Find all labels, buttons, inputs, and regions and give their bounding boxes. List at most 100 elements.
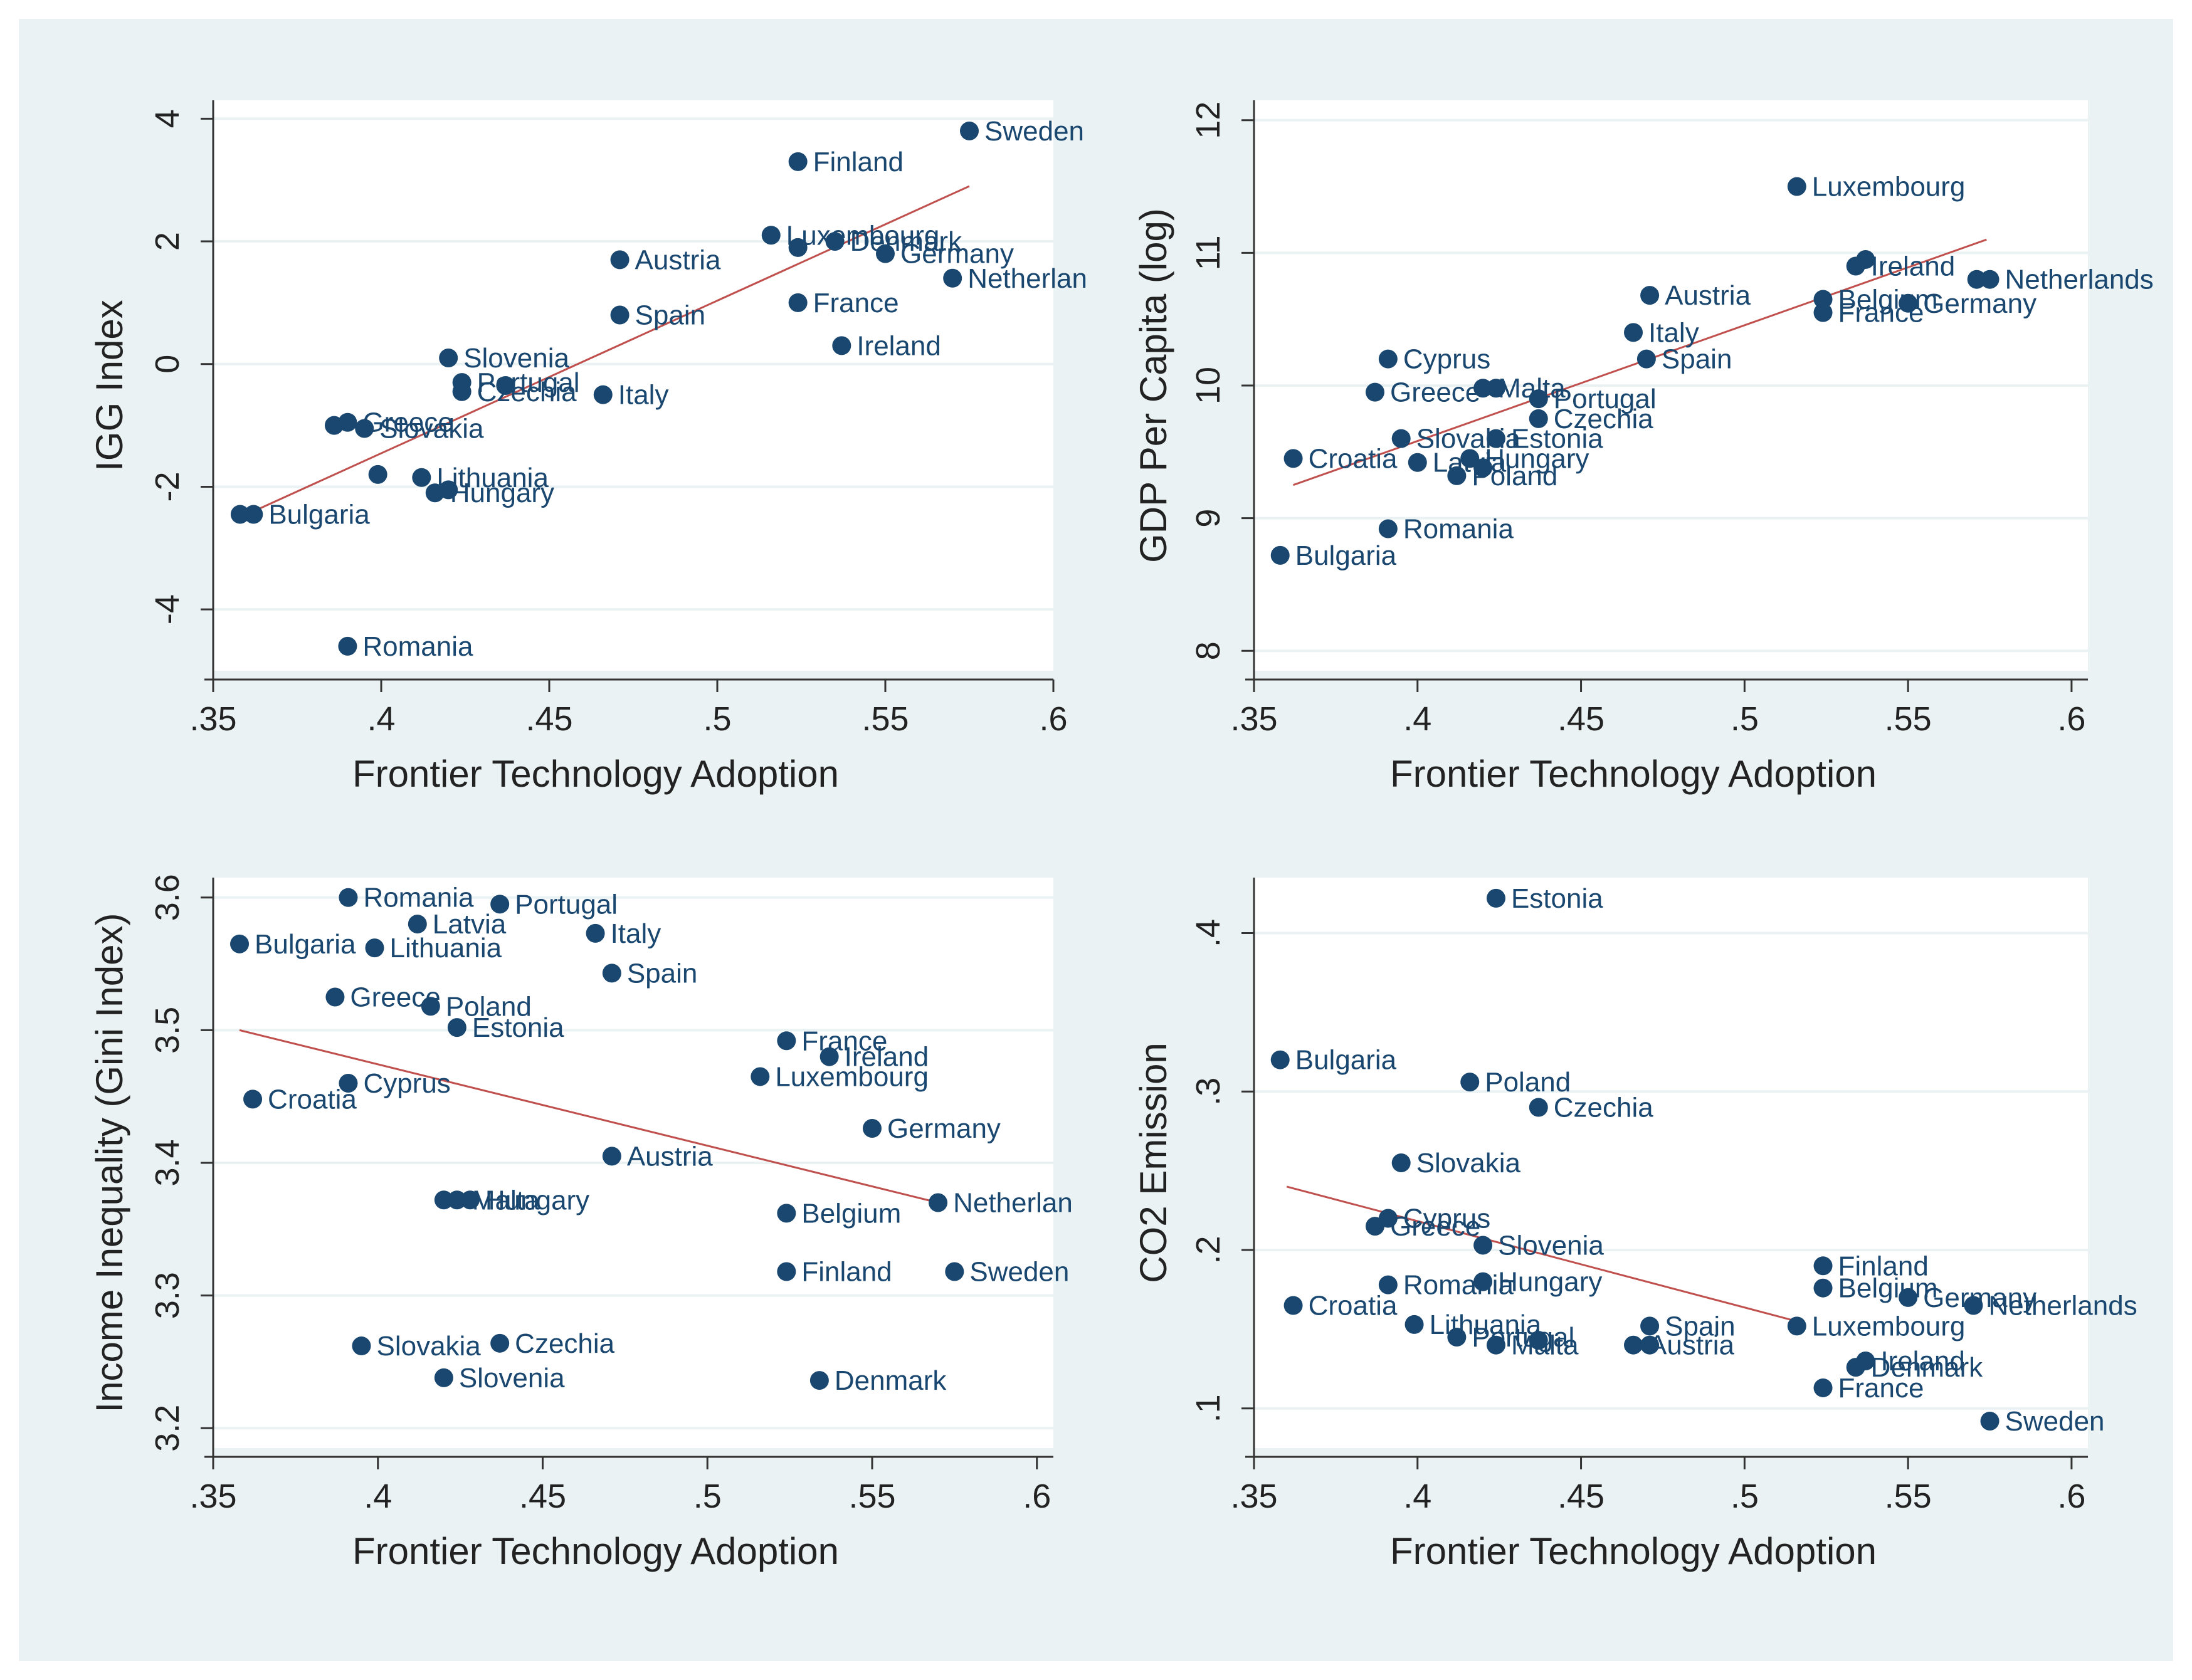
point-label: Croatia — [1309, 1291, 1398, 1321]
point-label: Greece — [1390, 1211, 1480, 1242]
point-label: Denmark — [850, 226, 962, 257]
point-label: Belgium — [1838, 1273, 1938, 1304]
point-label: Czechia — [515, 1328, 614, 1359]
point-label: Cyprus — [1403, 344, 1490, 375]
x-tick-label: .6 — [1023, 1478, 1051, 1515]
data-point — [460, 1190, 480, 1210]
point-label: Austria — [627, 1141, 713, 1172]
data-point — [244, 505, 263, 524]
data-point — [777, 1262, 796, 1281]
data-point — [1447, 466, 1467, 485]
point-label: Netherlands — [2005, 265, 2154, 295]
fit-line — [240, 185, 970, 518]
point-label: Sweden — [2005, 1406, 2105, 1437]
scatter-grid-figure: .35 .4 .45 .5 .55 .6 -4 -2 0 2 4 Frontier Technolog… — [88, 100, 2154, 1572]
y-axis-title: GDP Per Capita (log) — [1132, 208, 1174, 563]
x-tick-label: .5 — [693, 1478, 722, 1515]
point-label: Croatia — [268, 1084, 357, 1115]
x-tick-label: .55 — [1885, 700, 1932, 738]
x-tick-label: .5 — [1731, 1478, 1759, 1515]
data-point — [788, 152, 808, 171]
data-point — [338, 636, 357, 656]
data-point — [1980, 270, 2000, 289]
data-point — [421, 997, 440, 1016]
data-point — [1899, 1288, 1918, 1307]
point-label: Finland — [813, 147, 904, 177]
data-point — [1529, 409, 1548, 428]
data-point — [434, 1190, 453, 1210]
data-point — [339, 1074, 358, 1093]
data-point — [1640, 286, 1660, 305]
point-label: Spain — [1662, 344, 1732, 375]
point-label: Bulgaria — [1295, 1045, 1397, 1076]
point-label: Hungary — [1498, 1267, 1602, 1298]
point-label: Lithuania — [389, 933, 502, 963]
data-point — [1813, 1278, 1833, 1298]
point-label: Ireland — [1871, 251, 1956, 282]
y-axis-title: Income Inequality (Gini Index) — [88, 913, 130, 1412]
point-label: Cyprus — [1403, 1203, 1490, 1234]
data-point — [809, 1371, 829, 1390]
data-point — [1486, 379, 1505, 398]
y-tick-label: 3.2 — [149, 1405, 186, 1452]
data-point — [832, 336, 851, 355]
point-label: Germany — [1923, 288, 2037, 319]
y-axis-title: CO2 Emission — [1132, 1042, 1174, 1283]
point-label: Latvia — [433, 909, 507, 940]
data-point — [1473, 1236, 1493, 1255]
data-point — [447, 1018, 466, 1037]
point-label: Netherlan — [953, 1187, 1073, 1218]
point-label: Austria — [635, 244, 721, 275]
point-label: Greece — [1390, 377, 1480, 408]
point-label: Hungary — [485, 1185, 589, 1215]
data-point — [1529, 1331, 1548, 1350]
data-point — [1967, 270, 1986, 289]
point-label: Czechia — [477, 377, 577, 407]
panel-igg: .35 .4 .45 .5 .55 .6 -4 -2 0 2 4 Frontier Technolog… — [88, 100, 1087, 795]
point-label: Belgium — [1838, 284, 1938, 315]
data-point — [1486, 888, 1505, 908]
point-label: Denmark — [835, 1365, 947, 1396]
y-tick-label: 0 — [149, 355, 186, 374]
data-point — [243, 1089, 263, 1109]
y-tick-label: .1 — [1189, 1394, 1227, 1422]
data-point — [788, 238, 808, 257]
point-label: Czechia — [1554, 1093, 1653, 1123]
point-label: Slovakia — [376, 1331, 481, 1362]
data-point — [496, 376, 515, 395]
data-point — [1529, 1098, 1548, 1117]
x-tick-label: .4 — [367, 700, 395, 738]
data-point — [1378, 519, 1398, 538]
x-tick-label: .35 — [1230, 700, 1277, 738]
y-tick-label: 3.4 — [149, 1139, 186, 1186]
panel-co2: .35 .4 .45 .5 .55 .6 .1 .2 .3 .4 Frontier Technolo… — [1132, 878, 2137, 1572]
panel-gini: .35 .4 .45 .5 .55 .6 3.2 3.3 3.4 3.5 3.6 Frontier T… — [88, 874, 1073, 1572]
x-tick-label: .35 — [1230, 1478, 1277, 1515]
data-point — [788, 293, 808, 312]
y-tick-label: 10 — [1189, 367, 1227, 404]
x-tick-label: .45 — [519, 1478, 566, 1515]
point-label: Germany — [900, 239, 1014, 270]
x-tick-label: .45 — [525, 700, 572, 738]
x-tick-label: .5 — [1731, 700, 1759, 738]
data-point — [1980, 1412, 2000, 1431]
data-point — [1460, 449, 1480, 468]
data-point — [777, 1204, 796, 1223]
point-label: Luxembourg — [786, 220, 940, 251]
point-label: Czechia — [1554, 404, 1653, 434]
data-point — [230, 934, 250, 953]
data-point — [593, 385, 613, 404]
point-label: Finland — [801, 1257, 892, 1288]
data-point — [777, 1031, 796, 1051]
point-label: Luxembourg — [1812, 1311, 1966, 1341]
point-label: Greece — [362, 407, 453, 438]
point-label: France — [813, 288, 899, 318]
data-point — [447, 1190, 466, 1210]
y-tick-label: 8 — [1189, 641, 1227, 660]
point-label: Ireland — [845, 1042, 929, 1073]
x-axis-title: Frontier Technology Adoption — [1390, 753, 1877, 795]
y-tick-label: .2 — [1189, 1236, 1227, 1264]
point-label: Romania — [363, 883, 474, 913]
data-point — [1365, 1217, 1384, 1236]
x-tick-label: .35 — [189, 700, 236, 738]
